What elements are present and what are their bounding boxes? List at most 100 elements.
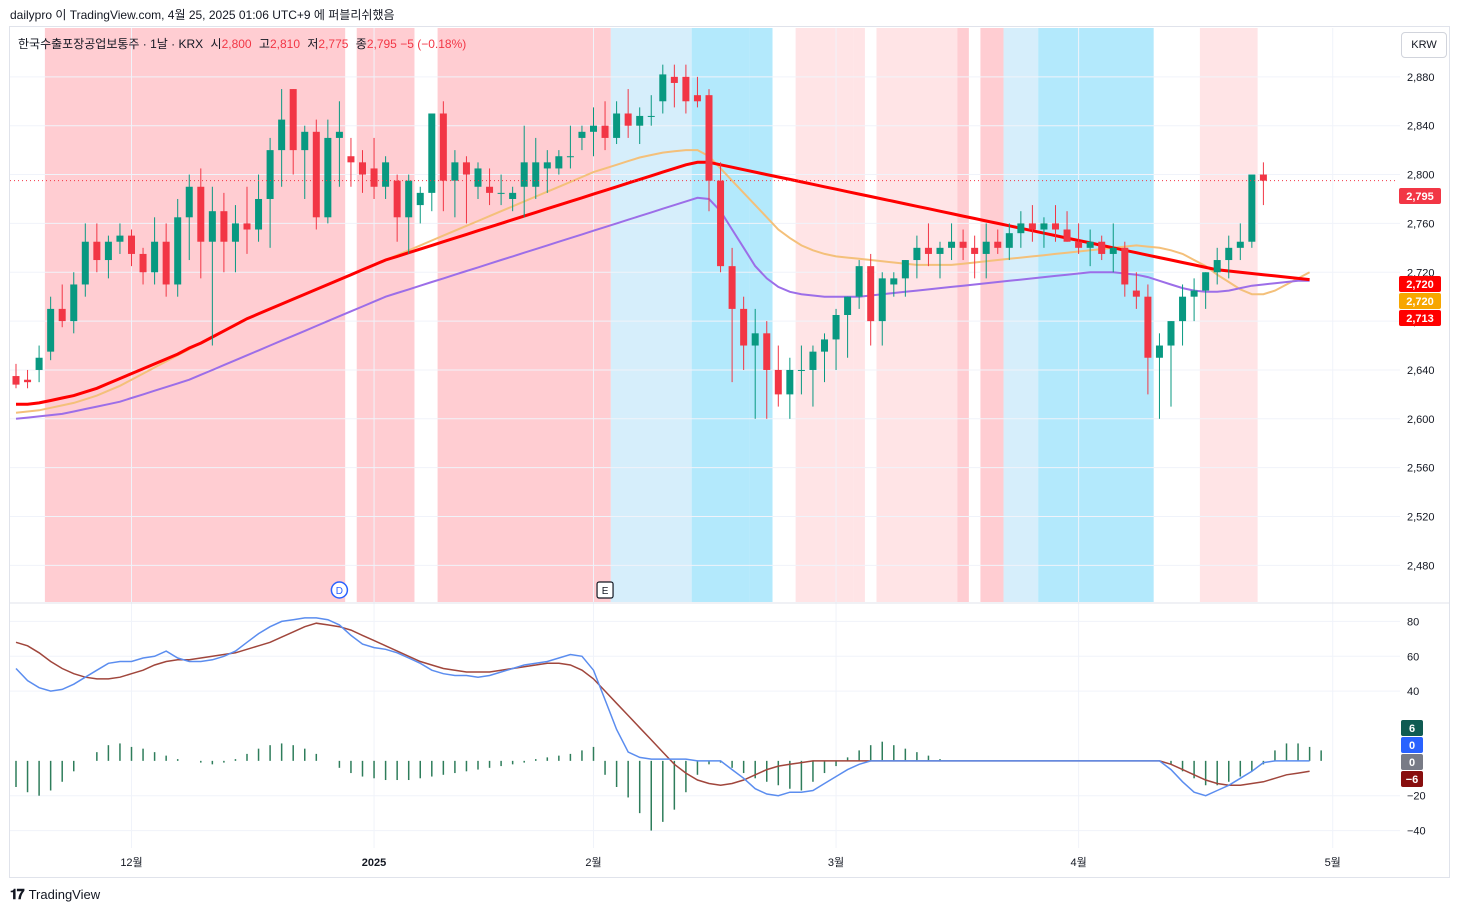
candle-body xyxy=(913,248,920,260)
candle-body xyxy=(301,132,308,150)
candle-body xyxy=(151,242,158,273)
oscillator-axis: 806040−20−40600−6 xyxy=(1401,616,1426,837)
candle-body xyxy=(163,242,170,285)
time-tick-label: 3월 xyxy=(828,856,844,869)
candle-body xyxy=(659,74,666,101)
candle-body xyxy=(1017,223,1024,233)
candle-body xyxy=(93,242,100,260)
symbol-legend: 한국수출포장공업보통주 · 1날 · KRX 시2,800 고2,810 저2,… xyxy=(18,35,466,52)
price-tag-label: 2,713 xyxy=(1406,313,1434,325)
open-value: 2,800 xyxy=(222,37,252,51)
symbol-name: 한국수출포장공업보통주 · 1날 · KRX xyxy=(18,37,203,51)
candle-body xyxy=(994,242,1001,248)
currency-button[interactable]: KRW xyxy=(1401,32,1447,58)
candle-body xyxy=(682,77,689,101)
candle-body xyxy=(463,162,470,174)
candle-body xyxy=(902,260,909,278)
candle-body xyxy=(70,284,77,321)
price-tag-label: 2,795 xyxy=(1406,191,1434,203)
price-tick-label: 2,840 xyxy=(1407,121,1435,133)
candle-body xyxy=(729,266,736,309)
bg-band xyxy=(957,28,969,602)
candle-body xyxy=(1087,242,1094,248)
time-tick-label: 4월 xyxy=(1070,856,1086,869)
candle-body xyxy=(13,376,20,385)
candle-body xyxy=(347,156,354,162)
candle-body xyxy=(613,113,620,137)
candle-body xyxy=(521,162,528,186)
candle-body xyxy=(405,181,412,218)
candle-body xyxy=(1110,248,1117,254)
time-tick-label: 2025 xyxy=(362,857,386,869)
candle-body xyxy=(694,95,701,101)
candle-body xyxy=(24,380,31,382)
low-value: 2,775 xyxy=(318,37,348,51)
candle-body xyxy=(1202,272,1209,290)
osc-value-label: 6 xyxy=(1409,723,1415,735)
candle-body xyxy=(648,116,655,117)
candle-body xyxy=(578,132,585,138)
time-tick-label: 12월 xyxy=(120,856,142,869)
candle-body xyxy=(290,89,297,150)
candle-body xyxy=(786,370,793,394)
candle-body xyxy=(532,162,539,186)
candle-body xyxy=(220,211,227,242)
candle-body xyxy=(105,242,112,260)
candle-body xyxy=(451,162,458,180)
close-value: 2,795 xyxy=(367,37,397,51)
candle-body xyxy=(82,242,89,285)
candle-body xyxy=(1040,223,1047,229)
candle-body xyxy=(1225,248,1232,260)
candle-body xyxy=(140,254,147,272)
candle-body xyxy=(116,236,123,242)
candle-body xyxy=(1248,175,1255,242)
candle-body xyxy=(1191,291,1198,297)
high-label: 고 xyxy=(259,37,270,51)
candle-body xyxy=(763,333,770,370)
candle-body xyxy=(971,248,978,254)
price-axis: 2,4802,5202,5602,6002,6402,6802,7202,760… xyxy=(1399,72,1441,573)
osc-tick-label: 80 xyxy=(1407,616,1419,628)
candle-body xyxy=(948,242,955,248)
time-tick-label: 2월 xyxy=(585,856,601,869)
candle-body xyxy=(625,113,632,125)
candle-body xyxy=(1156,346,1163,358)
footer-label: TradingView xyxy=(29,887,101,902)
bg-band xyxy=(45,28,345,602)
candle-body xyxy=(1133,291,1140,297)
bg-band xyxy=(1004,28,1039,602)
candle-body xyxy=(856,266,863,297)
candle-body xyxy=(821,339,828,351)
price-tick-label: 2,760 xyxy=(1407,218,1435,230)
candle-body xyxy=(209,211,216,242)
candle-body xyxy=(1075,242,1082,248)
osc-tick-label: 60 xyxy=(1407,651,1419,663)
candle-body xyxy=(1179,297,1186,321)
time-axis: 12월 2025 2월 3월 4월 5월 xyxy=(120,856,1341,869)
candle-body xyxy=(267,150,274,199)
candle-body xyxy=(128,236,135,254)
candle-body xyxy=(567,156,574,157)
osc-tick-label: −20 xyxy=(1407,791,1426,803)
bg-band xyxy=(749,28,772,602)
osc-value-label: 0 xyxy=(1409,757,1415,769)
candle-body xyxy=(232,223,239,241)
candle-body xyxy=(867,266,874,321)
osc-value-label: −6 xyxy=(1406,774,1419,786)
high-value: 2,810 xyxy=(270,37,300,51)
candle-body xyxy=(983,242,990,254)
oscillator-pane xyxy=(16,618,1321,831)
candle-body xyxy=(244,223,251,229)
footer-brand: 𝟏𝟕 TradingView xyxy=(10,886,100,903)
candle-body xyxy=(1144,297,1151,358)
price-tick-label: 2,480 xyxy=(1407,560,1435,572)
candle-body xyxy=(833,315,840,339)
candle-body xyxy=(636,116,643,126)
price-tag-label: 2,720 xyxy=(1406,279,1434,291)
open-label: 시 xyxy=(211,37,222,51)
bg-band xyxy=(1038,28,1154,602)
candle-body xyxy=(717,181,724,266)
osc-tick-label: −40 xyxy=(1407,826,1426,838)
bg-band xyxy=(980,28,1003,602)
